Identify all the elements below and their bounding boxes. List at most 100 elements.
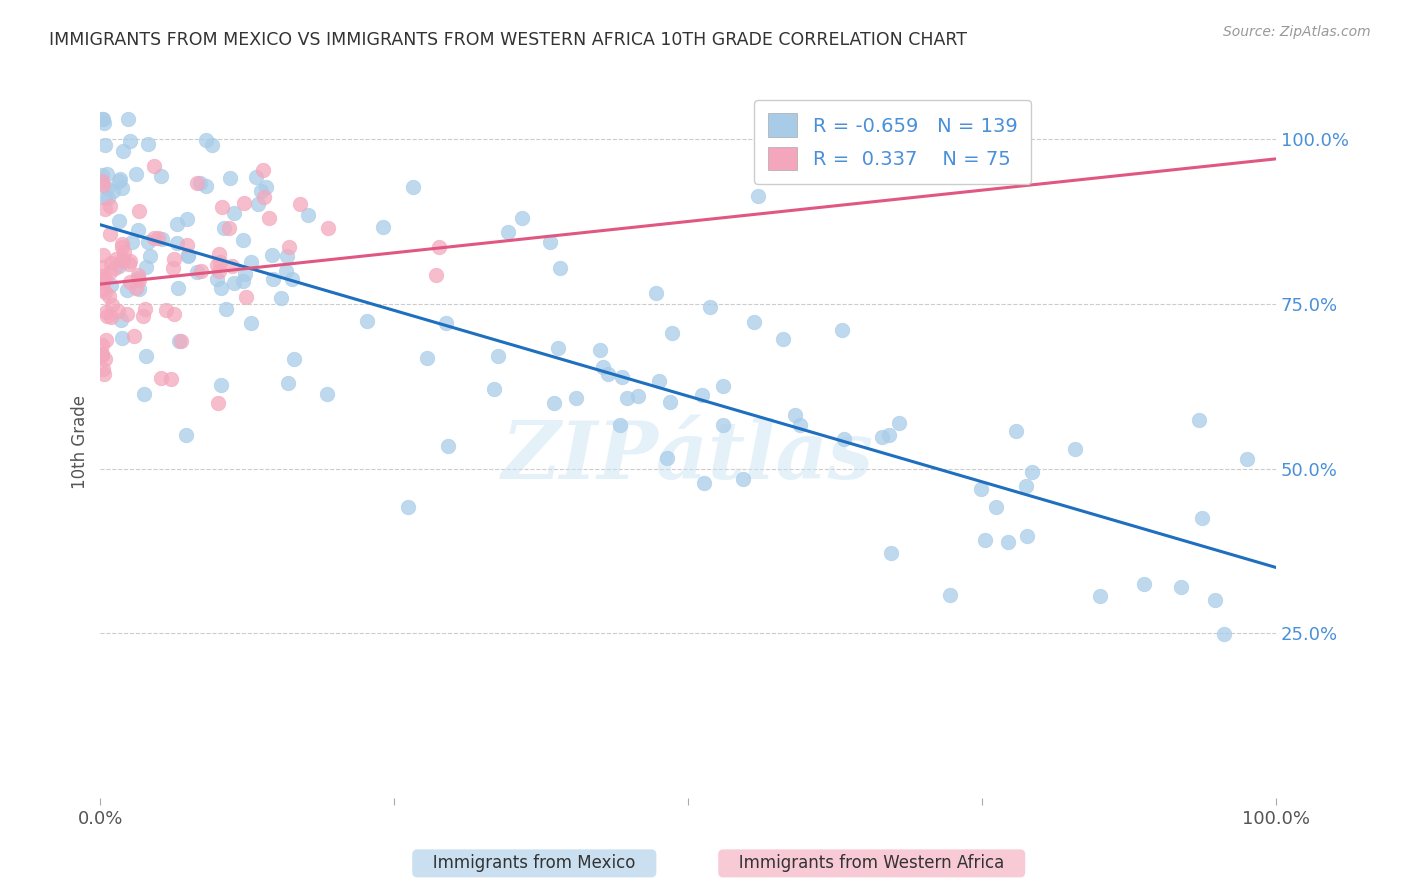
Point <box>176 238 198 252</box>
Point <box>789 418 811 433</box>
Point <box>969 482 991 496</box>
Point <box>100 310 122 325</box>
Point <box>134 386 156 401</box>
Point <box>96 309 118 323</box>
Point <box>232 196 254 211</box>
Point <box>398 500 420 514</box>
Point <box>436 439 458 453</box>
Point <box>110 313 132 327</box>
Point <box>194 132 217 146</box>
Point <box>90 282 112 296</box>
Point <box>548 260 571 275</box>
Point <box>91 361 114 376</box>
Point <box>90 174 112 188</box>
Point <box>259 211 281 226</box>
Point <box>427 239 450 253</box>
Point <box>831 323 853 337</box>
Point <box>98 199 121 213</box>
Point <box>486 349 509 363</box>
Point <box>416 351 439 365</box>
Point <box>105 252 128 267</box>
Point <box>356 313 378 327</box>
Point <box>100 227 122 242</box>
Point <box>425 268 447 283</box>
Text: IMMIGRANTS FROM MEXICO VS IMMIGRANTS FROM WESTERN AFRICA 10TH GRADE CORRELATION : IMMIGRANTS FROM MEXICO VS IMMIGRANTS FRO… <box>49 31 967 49</box>
Point <box>510 211 533 226</box>
Point <box>711 418 734 433</box>
Point <box>90 347 112 361</box>
Point <box>616 392 638 406</box>
Point <box>318 221 340 235</box>
Point <box>98 289 121 303</box>
Point <box>877 427 900 442</box>
Point <box>1017 529 1039 543</box>
Point <box>218 220 240 235</box>
Point <box>592 359 614 374</box>
Point <box>207 395 229 409</box>
Point <box>283 352 305 367</box>
Point <box>209 281 232 295</box>
Point <box>163 307 186 321</box>
Point <box>162 260 184 275</box>
Point <box>661 326 683 341</box>
Point <box>194 179 217 194</box>
Point <box>250 184 273 198</box>
Point <box>110 331 132 345</box>
Point <box>146 231 169 245</box>
Point <box>253 190 276 204</box>
Point <box>315 387 337 401</box>
Point <box>260 247 283 261</box>
Point <box>262 271 284 285</box>
Point <box>143 231 166 245</box>
Point <box>1204 593 1226 607</box>
Point <box>166 217 188 231</box>
Point <box>111 236 134 251</box>
Point <box>104 260 127 275</box>
Point <box>690 388 713 402</box>
Point <box>97 191 120 205</box>
Point <box>538 235 561 249</box>
Point <box>657 451 679 466</box>
Point <box>94 137 117 152</box>
Point <box>121 235 143 249</box>
Point <box>101 298 124 312</box>
Point <box>111 253 134 268</box>
Point <box>108 260 131 274</box>
Point <box>496 225 519 239</box>
Point <box>212 221 235 235</box>
Point <box>155 302 177 317</box>
Point <box>107 214 129 228</box>
Point <box>276 249 298 263</box>
Point <box>118 253 141 268</box>
Point <box>245 170 267 185</box>
Point <box>94 272 117 286</box>
Point <box>118 134 141 148</box>
Point <box>235 290 257 304</box>
Point <box>91 276 114 290</box>
Point <box>254 179 277 194</box>
Point <box>150 169 173 184</box>
Point <box>402 180 425 194</box>
Point <box>135 349 157 363</box>
Point <box>122 329 145 343</box>
Point <box>783 409 806 423</box>
Point <box>160 372 183 386</box>
Point <box>177 248 200 262</box>
Point <box>103 184 125 198</box>
Point <box>118 257 141 271</box>
Y-axis label: 10th Grade: 10th Grade <box>72 395 89 489</box>
Point <box>658 394 681 409</box>
Point <box>252 162 274 177</box>
Point <box>1021 465 1043 479</box>
Point <box>94 191 117 205</box>
Point <box>772 332 794 346</box>
Point <box>598 368 620 382</box>
Point <box>91 112 114 127</box>
Point <box>100 277 122 292</box>
Point <box>201 138 224 153</box>
Point <box>174 427 197 442</box>
Point <box>207 272 229 286</box>
Point <box>1015 479 1038 493</box>
Point <box>297 208 319 222</box>
Point <box>889 416 911 430</box>
